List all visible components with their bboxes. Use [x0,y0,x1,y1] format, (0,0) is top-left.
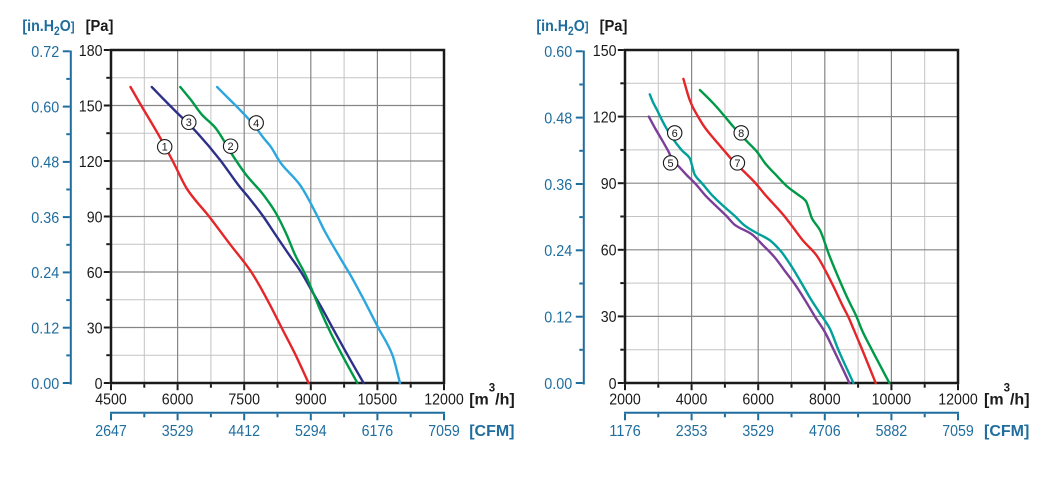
svg-text:0: 0 [95,376,103,393]
svg-text:7500: 7500 [228,391,260,408]
svg-text:[Pa]: [Pa] [86,17,114,35]
svg-text:0.48: 0.48 [31,155,59,172]
svg-text:0.36: 0.36 [31,210,59,227]
svg-text:8000: 8000 [809,391,841,408]
svg-text:5294: 5294 [295,423,327,440]
svg-text:10500: 10500 [358,391,398,408]
svg-text:0.00: 0.00 [31,376,59,393]
svg-text:12000: 12000 [424,391,464,408]
svg-text:3529: 3529 [742,423,774,440]
svg-text:120: 120 [79,154,103,171]
svg-text:7059: 7059 [428,423,460,440]
svg-text:30: 30 [87,320,103,337]
svg-text:0.36: 0.36 [544,177,572,194]
svg-text:[CFM]: [CFM] [469,423,514,440]
svg-text:3: 3 [186,117,192,129]
svg-text:2647: 2647 [95,423,127,440]
svg-text:0.60: 0.60 [544,44,572,61]
svg-text:0.24: 0.24 [544,243,572,260]
svg-text:0.00: 0.00 [544,376,572,393]
svg-text:0: 0 [609,376,617,393]
svg-text:150: 150 [593,43,617,60]
svg-text:4706: 4706 [809,423,841,440]
svg-text:120: 120 [593,109,617,126]
svg-text:0.48: 0.48 [544,110,572,127]
svg-text:6176: 6176 [362,423,394,440]
svg-text:6000: 6000 [162,391,194,408]
svg-text:[Pa]: [Pa] [600,17,628,35]
svg-text:90: 90 [601,176,617,193]
svg-text:9000: 9000 [295,391,327,408]
svg-text:1: 1 [162,142,168,154]
svg-text:2000: 2000 [609,391,641,408]
svg-text:4: 4 [253,118,259,130]
svg-text:[in.H2O]: [in.H2O] [22,17,74,38]
svg-text:5: 5 [668,158,674,170]
svg-text:90: 90 [87,209,103,226]
svg-text:5882: 5882 [876,423,908,440]
svg-text:[in.H2O]: [in.H2O] [536,17,588,38]
svg-text:150: 150 [79,98,103,115]
svg-text:0.72: 0.72 [31,44,59,61]
svg-text:3529: 3529 [162,423,194,440]
svg-text:12000: 12000 [938,391,978,408]
svg-text:10000: 10000 [872,391,912,408]
svg-text:0.12: 0.12 [31,321,59,338]
svg-text:2: 2 [228,141,234,153]
svg-text:4412: 4412 [228,423,260,440]
svg-text:7: 7 [734,158,740,170]
svg-text:30: 30 [601,309,617,326]
svg-text:4000: 4000 [676,391,708,408]
svg-text:6: 6 [672,128,678,140]
svg-text:8: 8 [738,128,744,140]
svg-text:180: 180 [79,43,103,60]
svg-text:60: 60 [601,243,617,260]
svg-text:[CFM]: [CFM] [984,423,1029,440]
svg-text:0.24: 0.24 [31,265,59,282]
svg-text:1176: 1176 [609,423,641,440]
svg-text:4500: 4500 [95,391,127,408]
svg-text:7059: 7059 [942,423,974,440]
svg-text:0.12: 0.12 [544,310,572,327]
svg-text:6000: 6000 [742,391,774,408]
svg-text:0.60: 0.60 [31,99,59,116]
svg-text:2353: 2353 [676,423,708,440]
svg-text:60: 60 [87,265,103,282]
